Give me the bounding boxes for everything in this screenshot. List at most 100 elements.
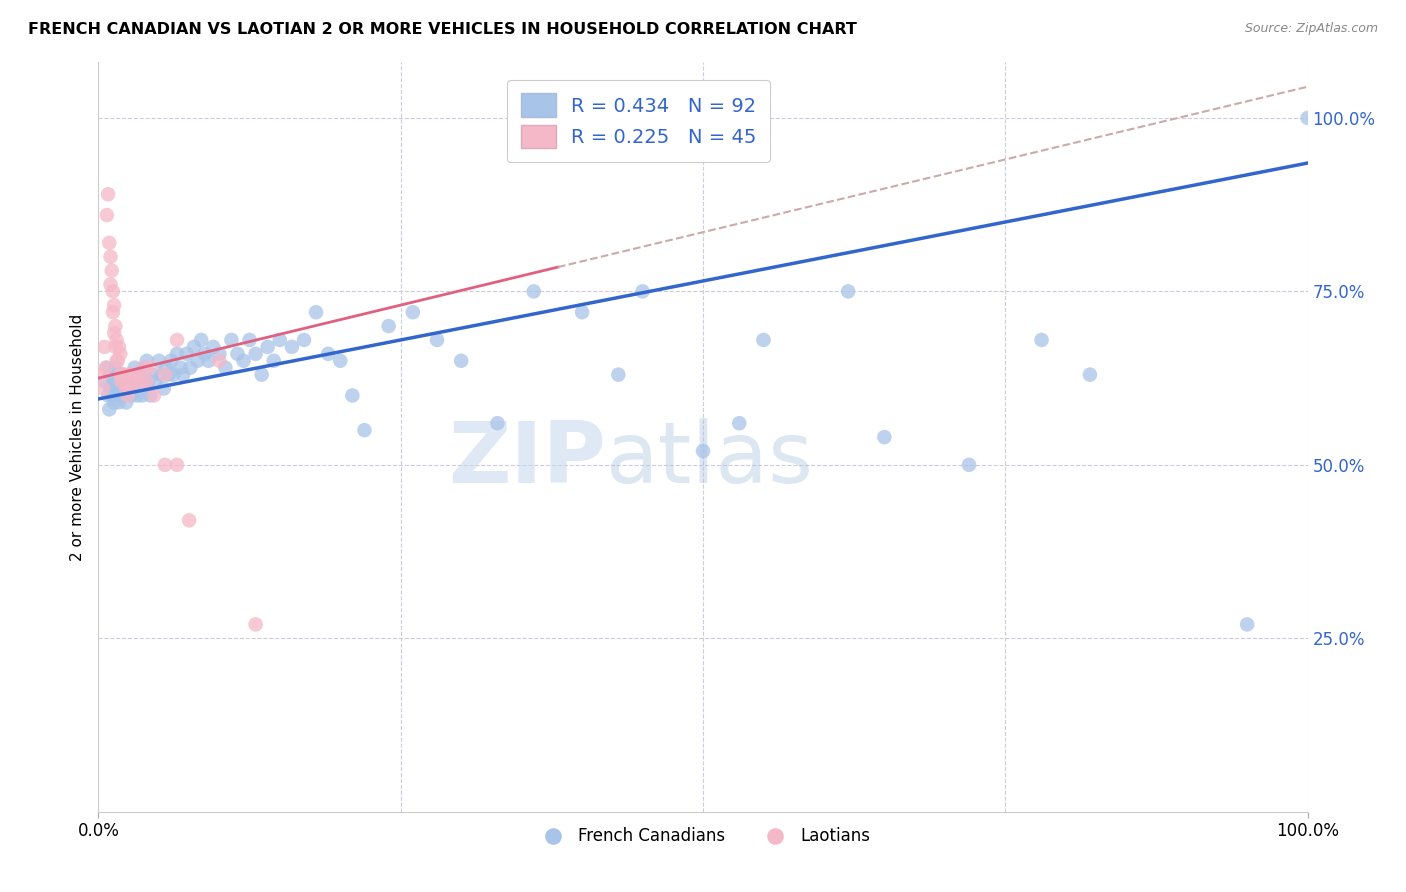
Point xyxy=(117,388,139,402)
Point xyxy=(353,423,375,437)
Point xyxy=(125,375,148,389)
Point xyxy=(190,333,212,347)
Point xyxy=(93,375,115,389)
Point xyxy=(179,360,201,375)
Point xyxy=(187,353,209,368)
Point xyxy=(135,375,157,389)
Point xyxy=(108,375,131,389)
Point xyxy=(100,250,122,264)
Point xyxy=(269,333,291,347)
Point xyxy=(183,340,205,354)
Point xyxy=(1078,368,1101,382)
Point xyxy=(166,347,188,361)
Point xyxy=(148,353,170,368)
Point xyxy=(115,395,138,409)
Legend: French Canadians, Laotians: French Canadians, Laotians xyxy=(530,821,876,852)
Point xyxy=(115,382,138,396)
Point xyxy=(329,353,352,368)
Point xyxy=(97,388,120,402)
Point xyxy=(281,340,304,354)
Point xyxy=(108,340,131,354)
Point xyxy=(197,353,219,368)
Point xyxy=(139,360,162,375)
Point xyxy=(152,382,174,396)
Point xyxy=(342,388,364,402)
Point xyxy=(1296,111,1319,125)
Point xyxy=(245,347,267,361)
Point xyxy=(837,285,859,299)
Point xyxy=(134,360,156,375)
Point xyxy=(131,388,153,402)
Point xyxy=(160,353,183,368)
Point xyxy=(155,360,177,375)
Point xyxy=(108,395,131,409)
Point xyxy=(124,375,146,389)
Point xyxy=(172,368,194,382)
Point xyxy=(752,333,775,347)
Point xyxy=(1031,333,1053,347)
Point xyxy=(118,382,141,396)
Point xyxy=(127,368,149,382)
Point xyxy=(118,368,141,382)
Point xyxy=(873,430,896,444)
Point xyxy=(100,263,122,277)
Point xyxy=(607,368,630,382)
Point xyxy=(486,416,509,430)
Point xyxy=(728,416,751,430)
Point xyxy=(139,388,162,402)
Point xyxy=(100,382,122,396)
Text: Source: ZipAtlas.com: Source: ZipAtlas.com xyxy=(1244,22,1378,36)
Point xyxy=(107,388,129,402)
Point xyxy=(692,444,714,458)
Point xyxy=(150,368,173,382)
Point xyxy=(91,382,114,396)
Point xyxy=(232,353,254,368)
Point xyxy=(305,305,328,319)
Point xyxy=(129,375,152,389)
Point xyxy=(571,305,593,319)
Point xyxy=(108,368,131,382)
Point xyxy=(91,368,114,382)
Point xyxy=(631,285,654,299)
Point xyxy=(239,333,262,347)
Point xyxy=(450,353,472,368)
Point xyxy=(103,326,125,340)
Point xyxy=(98,235,121,250)
Point xyxy=(292,333,315,347)
Point xyxy=(134,360,156,375)
Point xyxy=(426,333,449,347)
Point xyxy=(96,208,118,222)
Point xyxy=(118,368,141,382)
Point xyxy=(256,340,278,354)
Point xyxy=(112,388,135,402)
Point xyxy=(101,285,124,299)
Point xyxy=(112,375,135,389)
Point xyxy=(377,319,399,334)
Point xyxy=(124,360,146,375)
Point xyxy=(176,347,198,361)
Point xyxy=(143,375,166,389)
Point xyxy=(1236,617,1258,632)
Point xyxy=(202,340,225,354)
Point xyxy=(250,368,273,382)
Point xyxy=(162,368,184,382)
Point xyxy=(105,353,128,368)
Point xyxy=(143,388,166,402)
Point xyxy=(94,360,117,375)
Point xyxy=(129,375,152,389)
Point xyxy=(100,368,122,382)
Point xyxy=(208,347,231,361)
Point xyxy=(153,368,176,382)
Point xyxy=(316,347,339,361)
Point xyxy=(153,458,176,472)
Point xyxy=(118,382,141,396)
Point xyxy=(136,375,159,389)
Point xyxy=(97,187,120,202)
Point xyxy=(142,368,165,382)
Point xyxy=(100,277,122,292)
Point xyxy=(127,368,149,382)
Text: ZIP: ZIP xyxy=(449,418,606,501)
Text: atlas: atlas xyxy=(606,418,814,501)
Point xyxy=(120,388,142,402)
Point xyxy=(111,368,134,382)
